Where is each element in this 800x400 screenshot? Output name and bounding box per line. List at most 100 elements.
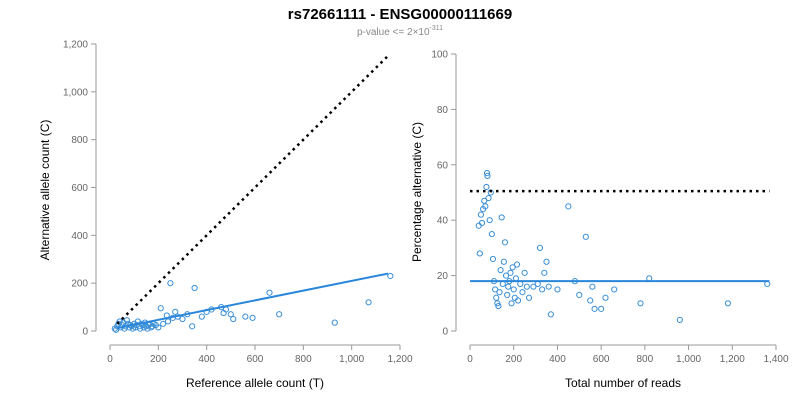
right-data-point bbox=[505, 283, 512, 290]
right-data-point bbox=[507, 269, 514, 276]
right-data-point bbox=[482, 203, 489, 210]
left-data-point bbox=[365, 299, 372, 306]
right-data-point bbox=[602, 294, 609, 301]
left-x-axis-title: Reference allele count (T) bbox=[186, 376, 324, 390]
right-data-point bbox=[509, 264, 516, 271]
right-data-point bbox=[476, 250, 483, 257]
left-y-tick-label: 1,200 bbox=[63, 40, 88, 51]
right-data-point bbox=[502, 272, 510, 279]
left-y-tick-label: 0 bbox=[82, 327, 88, 338]
right-x-tick-label: 600 bbox=[593, 354, 610, 365]
right-data-point bbox=[543, 258, 550, 265]
left-data-point bbox=[155, 324, 162, 331]
right-data-point bbox=[484, 172, 491, 179]
left-data-point bbox=[189, 323, 196, 330]
right-y-tick-label: 20 bbox=[437, 271, 449, 282]
left-data-point bbox=[157, 305, 164, 312]
right-data-point bbox=[536, 244, 544, 251]
right-data-point bbox=[545, 283, 552, 290]
percentage-alternative-scatter: 0 200 400 600 800 1,000 1,200 1,400 0 20 40 60 80 100… bbox=[410, 50, 789, 391]
right-data-point bbox=[589, 283, 596, 290]
right-data-point bbox=[489, 255, 497, 263]
left-data-point bbox=[191, 284, 198, 292]
right-data-point bbox=[497, 266, 504, 274]
right-data-point bbox=[481, 197, 488, 204]
left-data-point bbox=[172, 308, 179, 315]
right-data-point bbox=[554, 286, 561, 293]
right-y-axis-title: Percentage alternative (C) bbox=[410, 122, 424, 262]
right-data-point bbox=[598, 305, 605, 312]
right-data-point bbox=[525, 294, 533, 301]
left-y-tick-label: 800 bbox=[71, 135, 88, 146]
right-data-point bbox=[576, 291, 583, 299]
right-y-tick-label: 100 bbox=[431, 50, 448, 61]
right-data-point bbox=[676, 316, 683, 324]
right-data-point bbox=[485, 194, 492, 202]
right-data-point bbox=[514, 297, 522, 304]
chart-subtitle: p-value <= 2×10-311 bbox=[0, 25, 800, 38]
right-data-point bbox=[511, 294, 518, 301]
right-data-point bbox=[486, 217, 493, 224]
right-data-point bbox=[501, 239, 509, 246]
right-data-point bbox=[591, 305, 598, 312]
right-data-point bbox=[475, 222, 482, 229]
left-y-tick-label: 600 bbox=[71, 183, 88, 194]
left-x-tick-label: 1,200 bbox=[387, 354, 412, 365]
right-x-tick-label: 1,400 bbox=[763, 354, 788, 365]
allele-count-scatter: 0 200 400 600 800 1,000 1,200 0 200 400 600 800 1,00… bbox=[38, 40, 413, 391]
right-data-point bbox=[483, 170, 491, 177]
right-data-point bbox=[510, 286, 517, 293]
right-data-point bbox=[519, 289, 526, 296]
right-data-point bbox=[493, 294, 500, 301]
right-y-tick-label: 80 bbox=[437, 105, 449, 116]
right-data-point bbox=[611, 286, 618, 293]
right-x-tick-label: 1,200 bbox=[720, 354, 745, 365]
right-data-point bbox=[637, 300, 644, 307]
right-data-point bbox=[488, 230, 495, 238]
left-data-point bbox=[164, 318, 172, 325]
left-data-point bbox=[242, 313, 249, 320]
left-data-point bbox=[249, 314, 256, 321]
right-data-point bbox=[513, 261, 521, 268]
right-x-tick-label: 1,000 bbox=[676, 354, 701, 365]
right-x-tick-label: 200 bbox=[505, 354, 522, 365]
right-data-point bbox=[565, 203, 572, 210]
right-y-tick-label: 40 bbox=[437, 216, 449, 227]
right-data-point bbox=[483, 183, 490, 191]
right-data-point bbox=[539, 286, 546, 293]
right-data-point bbox=[492, 286, 499, 293]
right-x-tick-label: 800 bbox=[637, 354, 654, 365]
left-data-point bbox=[198, 313, 205, 320]
left-x-tick-label: 1,000 bbox=[339, 354, 364, 365]
left-x-tick-label: 200 bbox=[150, 354, 167, 365]
left-data-point bbox=[276, 311, 283, 318]
left-x-tick-label: 0 bbox=[107, 354, 113, 365]
left-x-tick-label: 600 bbox=[247, 354, 264, 365]
pvalue-exponent: -311 bbox=[429, 25, 444, 32]
right-data-point bbox=[478, 219, 486, 227]
right-data-point bbox=[724, 300, 732, 307]
right-data-point bbox=[587, 297, 594, 304]
right-x-tick-label: 400 bbox=[549, 354, 566, 365]
left-data-point bbox=[331, 319, 338, 326]
left-data-point bbox=[123, 317, 131, 324]
left-data-point bbox=[112, 326, 120, 333]
right-data-point bbox=[504, 291, 511, 299]
left-data-point bbox=[144, 325, 151, 332]
left-x-tick-label: 800 bbox=[295, 354, 312, 365]
right-data-point bbox=[494, 300, 501, 307]
left-y-axis-title: Alternative allele count (C) bbox=[38, 120, 52, 261]
right-data-point bbox=[541, 269, 548, 276]
left-data-point bbox=[387, 272, 394, 280]
left-y-tick-label: 400 bbox=[71, 231, 88, 242]
right-data-point bbox=[547, 311, 554, 318]
right-data-point bbox=[523, 283, 530, 290]
left-data-point bbox=[179, 315, 186, 323]
left-data-point bbox=[266, 289, 273, 296]
right-data-point bbox=[521, 269, 528, 276]
left-x-tick-label: 400 bbox=[198, 354, 215, 365]
right-data-point bbox=[495, 302, 502, 310]
left-data-point bbox=[160, 320, 167, 327]
right-x-tick-label: 0 bbox=[467, 354, 473, 365]
